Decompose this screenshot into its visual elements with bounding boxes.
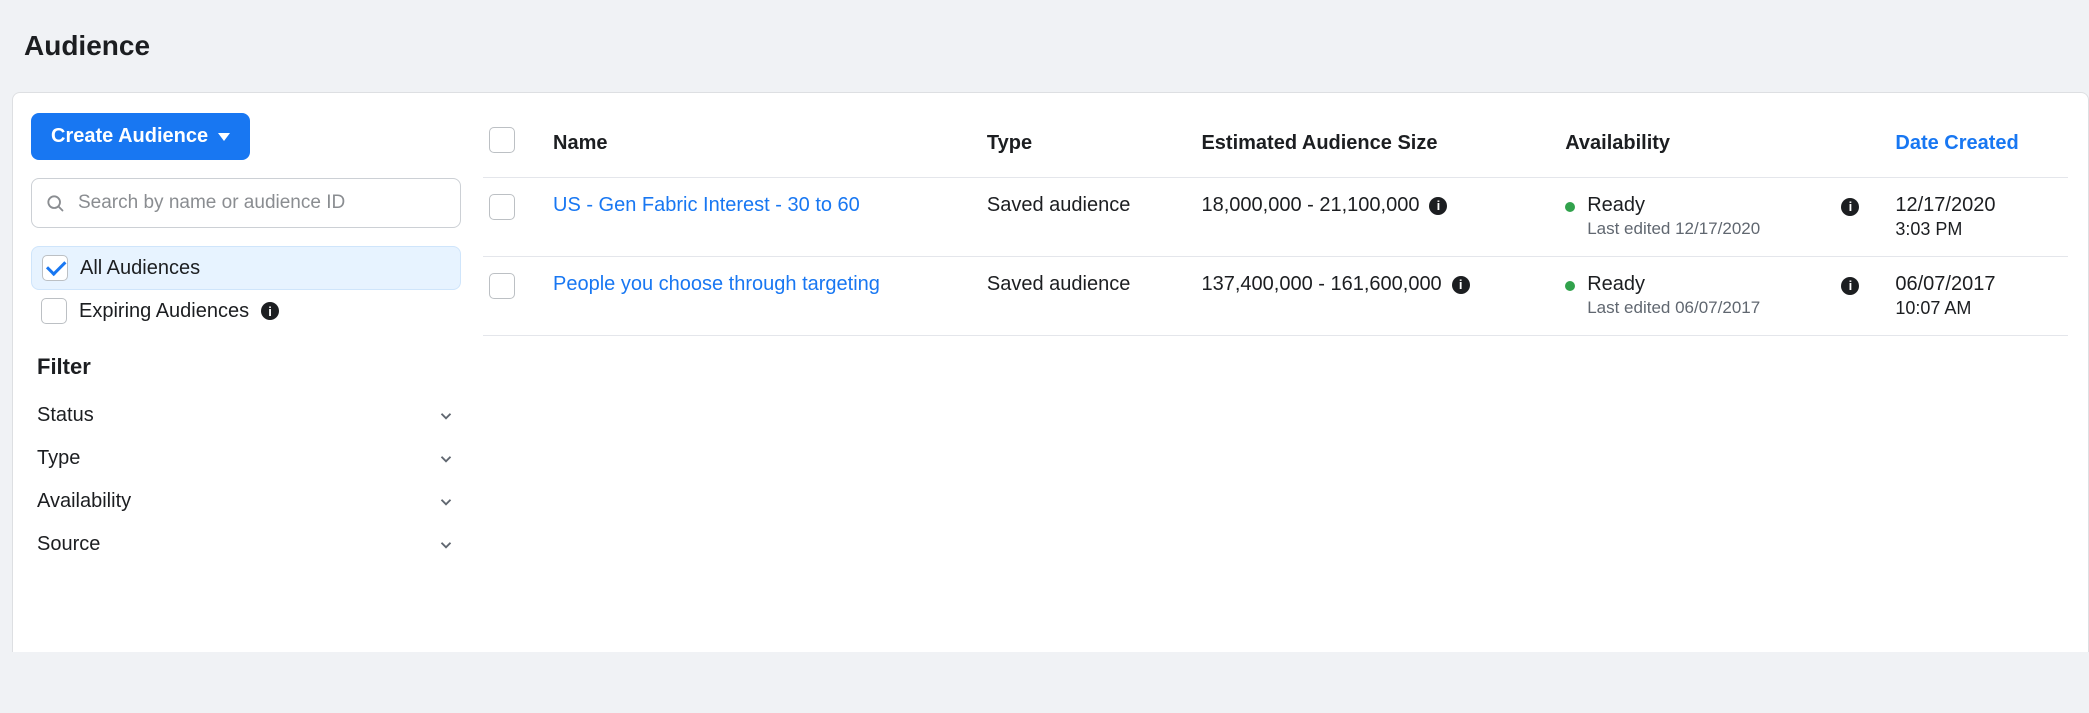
date-created: 06/07/2017 xyxy=(1895,273,2050,296)
row-checkbox[interactable] xyxy=(489,273,515,299)
search-icon xyxy=(45,193,65,213)
status-dot-icon xyxy=(1565,281,1575,291)
filter-status[interactable]: Status xyxy=(31,394,461,437)
info-icon[interactable]: i xyxy=(1452,276,1470,294)
create-audience-label: Create Audience xyxy=(51,125,208,148)
status-dot-icon xyxy=(1565,202,1575,212)
chevron-down-icon xyxy=(437,450,455,468)
filter-label: Source xyxy=(37,533,100,556)
column-header-size[interactable]: Estimated Audience Size xyxy=(1183,113,1547,178)
page-title: Audience xyxy=(24,30,2089,62)
audience-size: 137,400,000 - 161,600,000 xyxy=(1201,273,1441,296)
audience-type: Saved audience xyxy=(969,257,1184,336)
audience-type: Saved audience xyxy=(969,178,1184,257)
info-icon: i xyxy=(261,302,279,320)
quick-filter-all-audiences[interactable]: All Audiences xyxy=(31,246,461,290)
search-input[interactable] xyxy=(31,178,461,228)
filter-source[interactable]: Source xyxy=(31,523,461,566)
audience-name-link[interactable]: People you choose through targeting xyxy=(553,273,880,295)
quick-filter-label: All Audiences xyxy=(80,257,200,280)
availability-sub: Last edited 12/17/2020 xyxy=(1587,219,1760,239)
filter-label: Type xyxy=(37,447,80,470)
chevron-down-icon xyxy=(437,493,455,511)
quick-filter-expiring-audiences[interactable]: Expiring Audiences i xyxy=(31,290,461,332)
time-created: 3:03 PM xyxy=(1895,219,2050,240)
checkbox-icon xyxy=(42,255,68,281)
filter-heading: Filter xyxy=(37,354,461,380)
audiences-table: Name Type Estimated Audience Size Availa… xyxy=(483,113,2068,336)
quick-filter-label: Expiring Audiences xyxy=(79,300,249,323)
filter-availability[interactable]: Availability xyxy=(31,480,461,523)
column-header-type[interactable]: Type xyxy=(969,113,1184,178)
table-container: Name Type Estimated Audience Size Availa… xyxy=(483,113,2088,572)
create-audience-button[interactable]: Create Audience xyxy=(31,113,250,160)
availability-status: Ready xyxy=(1587,273,1760,296)
filter-type[interactable]: Type xyxy=(31,437,461,480)
filter-label: Availability xyxy=(37,490,131,513)
info-icon[interactable]: i xyxy=(1841,277,1859,295)
table-row: US - Gen Fabric Interest - 30 to 60 Saved… xyxy=(483,178,2068,257)
audience-name-link[interactable]: US - Gen Fabric Interest - 30 to 60 xyxy=(553,194,860,216)
info-icon[interactable]: i xyxy=(1841,198,1859,216)
chevron-down-icon xyxy=(437,536,455,554)
row-checkbox[interactable] xyxy=(489,194,515,220)
date-created: 12/17/2020 xyxy=(1895,194,2050,217)
filter-label: Status xyxy=(37,404,94,427)
audience-size: 18,000,000 - 21,100,000 xyxy=(1201,194,1419,217)
checkbox-icon xyxy=(41,298,67,324)
main-panel: Create Audience All Audiences Expiring A… xyxy=(12,92,2089,652)
availability-sub: Last edited 06/07/2017 xyxy=(1587,298,1760,318)
time-created: 10:07 AM xyxy=(1895,298,2050,319)
column-header-date-created[interactable]: Date Created xyxy=(1877,113,2068,178)
select-all-checkbox[interactable] xyxy=(489,127,515,153)
caret-down-icon xyxy=(218,133,230,141)
table-row: People you choose through targeting Saved… xyxy=(483,257,2068,336)
info-icon[interactable]: i xyxy=(1429,197,1447,215)
column-header-availability[interactable]: Availability xyxy=(1547,113,1823,178)
availability-status: Ready xyxy=(1587,194,1760,217)
sidebar: Create Audience All Audiences Expiring A… xyxy=(13,113,483,572)
chevron-down-icon xyxy=(437,407,455,425)
column-header-name[interactable]: Name xyxy=(535,113,969,178)
